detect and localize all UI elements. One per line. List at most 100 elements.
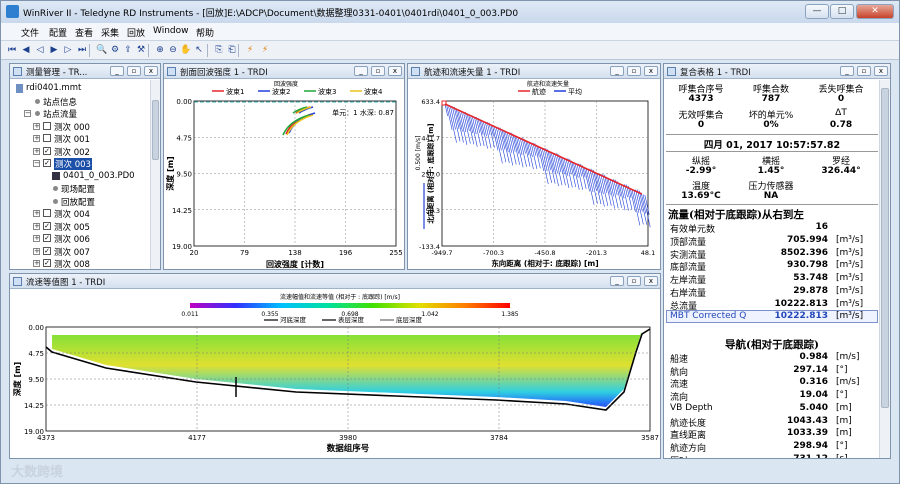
- minimize-button[interactable]: —: [805, 4, 829, 19]
- tree-item[interactable]: 测次 001: [54, 135, 90, 145]
- pointer-icon[interactable]: ↖: [195, 45, 203, 55]
- panel-close-button[interactable]: x: [644, 66, 658, 76]
- menu-item-0[interactable]: 文件: [21, 29, 40, 39]
- tree-expander[interactable]: +: [33, 234, 40, 242]
- tree-expander[interactable]: +: [33, 134, 40, 142]
- pan-icon[interactable]: ✋: [180, 45, 192, 55]
- metric-value: 8502.396: [780, 247, 828, 258]
- menu-item-5[interactable]: Window: [153, 26, 189, 36]
- bolt2-icon[interactable]: ⚡: [261, 45, 269, 55]
- tree-checkbox[interactable]: ✓: [43, 259, 51, 267]
- panel-min-button[interactable]: _: [110, 66, 124, 76]
- tree-item[interactable]: 测次 008: [54, 260, 90, 270]
- metric-value: 297.14: [793, 364, 828, 375]
- y-tick-label: 19.00: [24, 428, 44, 436]
- last-icon[interactable]: ⏭: [77, 45, 87, 55]
- tree-item[interactable]: 测次 004: [54, 210, 90, 220]
- tree-checkbox[interactable]: ✓: [43, 146, 51, 155]
- summary-table: 呼集合序号 呼集合数 丢失呼集合 4373 787 0 无效呼集合 坏的单元% ΔT 0 0% 0.7…: [666, 80, 878, 458]
- panel-restore-button[interactable]: ▫: [371, 66, 385, 76]
- tree-item[interactable]: 测次 002: [54, 147, 90, 158]
- tree-checkbox[interactable]: ✓: [43, 234, 51, 242]
- tree-item[interactable]: 0401_0_003.PD0: [63, 170, 135, 181]
- tree-item[interactable]: 测次 000: [54, 122, 90, 133]
- settings-icon[interactable]: ⚒: [136, 45, 146, 55]
- colorbar-tick-label: 1.385: [501, 311, 518, 318]
- tree-item[interactable]: 测次 006: [54, 235, 90, 245]
- config-icon[interactable]: ⚙: [110, 45, 120, 55]
- tree-item[interactable]: rdi0401.mmt: [26, 83, 82, 93]
- tree-item[interactable]: 测次 003: [54, 158, 92, 170]
- tree-checkbox[interactable]: ✓: [43, 246, 51, 255]
- tree-item[interactable]: 测次 005: [54, 222, 90, 233]
- tree-item[interactable]: 测次 007: [54, 247, 90, 258]
- play-back-icon[interactable]: ◁: [36, 45, 44, 55]
- panel-titlebar: 航迹和流速矢量 1 - TRDI _ ▫ x: [408, 64, 660, 79]
- tree-checkbox[interactable]: ✓: [43, 221, 51, 230]
- panel-close-button[interactable]: x: [144, 66, 158, 76]
- beam-profile-line: [282, 106, 310, 136]
- menu-item-1[interactable]: 配置: [49, 29, 68, 39]
- step-icon[interactable]: ▷: [64, 45, 72, 55]
- panel-restore-button[interactable]: ▫: [127, 66, 141, 76]
- panel-close-button[interactable]: x: [644, 276, 658, 286]
- tree-item[interactable]: 回放配置: [61, 197, 96, 208]
- panel-restore-button[interactable]: ▫: [857, 66, 871, 76]
- tree-item[interactable]: 站点流量: [43, 110, 78, 120]
- prev-icon[interactable]: ◀: [22, 45, 30, 55]
- tree-expander[interactable]: −: [33, 159, 40, 167]
- y-tick-label: 14.25: [24, 402, 44, 410]
- export-icon[interactable]: ⇪: [124, 45, 132, 55]
- close-button[interactable]: ✕: [856, 4, 894, 19]
- tree-expander[interactable]: +: [33, 221, 40, 230]
- metric-label: 实测流量: [670, 250, 707, 261]
- metric-unit: [m³/s]: [836, 273, 864, 284]
- panel-titlebar: 剖面回波强度 1 - TRDI _ ▫ x: [164, 64, 404, 79]
- metric-label: 总流量: [670, 301, 698, 312]
- tree-checkbox[interactable]: [43, 134, 51, 142]
- paste-icon[interactable]: ⎗: [228, 45, 236, 55]
- tree-expander[interactable]: +: [33, 259, 40, 267]
- tree-checkbox[interactable]: [43, 209, 51, 217]
- metric-unit: [°]: [836, 364, 848, 375]
- maximize-button[interactable]: □: [830, 4, 854, 19]
- tree-item[interactable]: 现场配置: [61, 185, 96, 195]
- metric-value: 930.798: [787, 260, 828, 271]
- tree-checkbox[interactable]: ✓: [43, 159, 51, 167]
- tree-scrollbar[interactable]: [150, 80, 160, 269]
- menu-item-3[interactable]: 采集: [101, 29, 120, 39]
- y-axis-label: 深度 [m]: [165, 156, 175, 190]
- panel-close-button[interactable]: x: [388, 66, 402, 76]
- colorbar: [190, 303, 510, 308]
- x-axis-label: 数据组序号: [327, 443, 370, 454]
- tree-checkbox[interactable]: [43, 121, 51, 130]
- panel-restore-button[interactable]: ▫: [627, 66, 641, 76]
- panel-close-button[interactable]: x: [874, 66, 888, 76]
- panel-min-button[interactable]: _: [840, 66, 854, 76]
- tree-item[interactable]: 站点信息: [43, 97, 78, 108]
- y-tick-label: 9.50: [28, 376, 44, 384]
- tree-expander[interactable]: +: [33, 146, 40, 155]
- summary-scrollbar[interactable]: [879, 80, 890, 458]
- panel-min-button[interactable]: _: [354, 66, 368, 76]
- tree-expander[interactable]: +: [33, 121, 40, 130]
- zoom-icon[interactable]: 🔍: [96, 45, 108, 55]
- menu-item-4[interactable]: 回放: [127, 29, 146, 39]
- panel-min-button[interactable]: _: [610, 276, 624, 286]
- copy-icon[interactable]: ⎘: [215, 45, 223, 55]
- play-icon[interactable]: ▶: [50, 45, 58, 55]
- bolt-icon[interactable]: ⚡: [246, 45, 254, 55]
- menu-item-2[interactable]: 查看: [75, 29, 94, 39]
- panel-min-button[interactable]: _: [610, 66, 624, 76]
- tree-expander[interactable]: +: [33, 246, 40, 255]
- panel-restore-button[interactable]: ▫: [627, 276, 641, 286]
- zoom-in-icon[interactable]: ⊕: [156, 45, 164, 55]
- first-icon[interactable]: ⏮: [7, 45, 17, 55]
- tree-expander[interactable]: +: [33, 209, 40, 217]
- metric-value: 1043.43: [787, 415, 828, 426]
- summary-cell: 呼集合序号: [678, 85, 724, 95]
- menu-item-6[interactable]: 帮助: [196, 29, 215, 39]
- watermark: 大数跨境: [11, 465, 64, 480]
- tree-expander[interactable]: −: [24, 109, 31, 117]
- zoom-out-icon[interactable]: ⊖: [169, 45, 177, 55]
